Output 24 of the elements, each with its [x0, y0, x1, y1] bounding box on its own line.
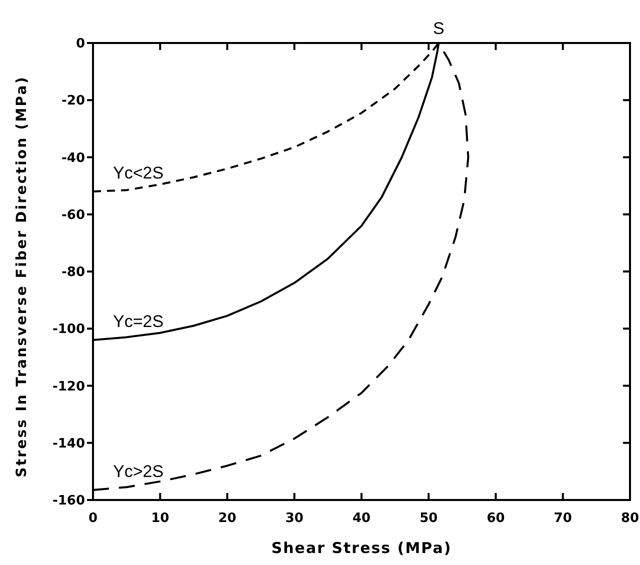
y-tick-label: -140: [52, 436, 85, 452]
y-tick-label: -100: [52, 322, 85, 338]
y-tick-label: -120: [52, 379, 85, 394]
y-tick-label: 0: [76, 36, 85, 52]
series-label: Yc<2S: [113, 164, 164, 183]
series-label: Yc=2S: [113, 312, 164, 332]
x-tick-label: 70: [554, 511, 572, 526]
series-label: Yc>2S: [113, 462, 164, 482]
x-tick-label: 80: [620, 511, 640, 526]
x-tick-label: 40: [352, 511, 371, 526]
x-tick-label: 0: [88, 511, 98, 526]
x-tick-label: 50: [420, 511, 438, 526]
x-tick-label: 30: [285, 511, 304, 526]
y-tick-label: -160: [52, 494, 85, 509]
x-tick-label: 10: [151, 511, 170, 526]
y-tick-label: -60: [62, 208, 85, 223]
x-tick-label: 20: [218, 511, 236, 526]
y-tick-label: -40: [62, 150, 85, 166]
x-tick-label: 60: [486, 511, 505, 526]
y-axis-title: Stress In Transverse Fiber Direction (MPa): [14, 76, 30, 478]
x-axis-title: Shear Stress (MPa): [271, 539, 452, 557]
y-tick-label: -80: [62, 265, 85, 280]
y-tick-label: -20: [62, 94, 85, 109]
annotation: S: [433, 19, 444, 38]
